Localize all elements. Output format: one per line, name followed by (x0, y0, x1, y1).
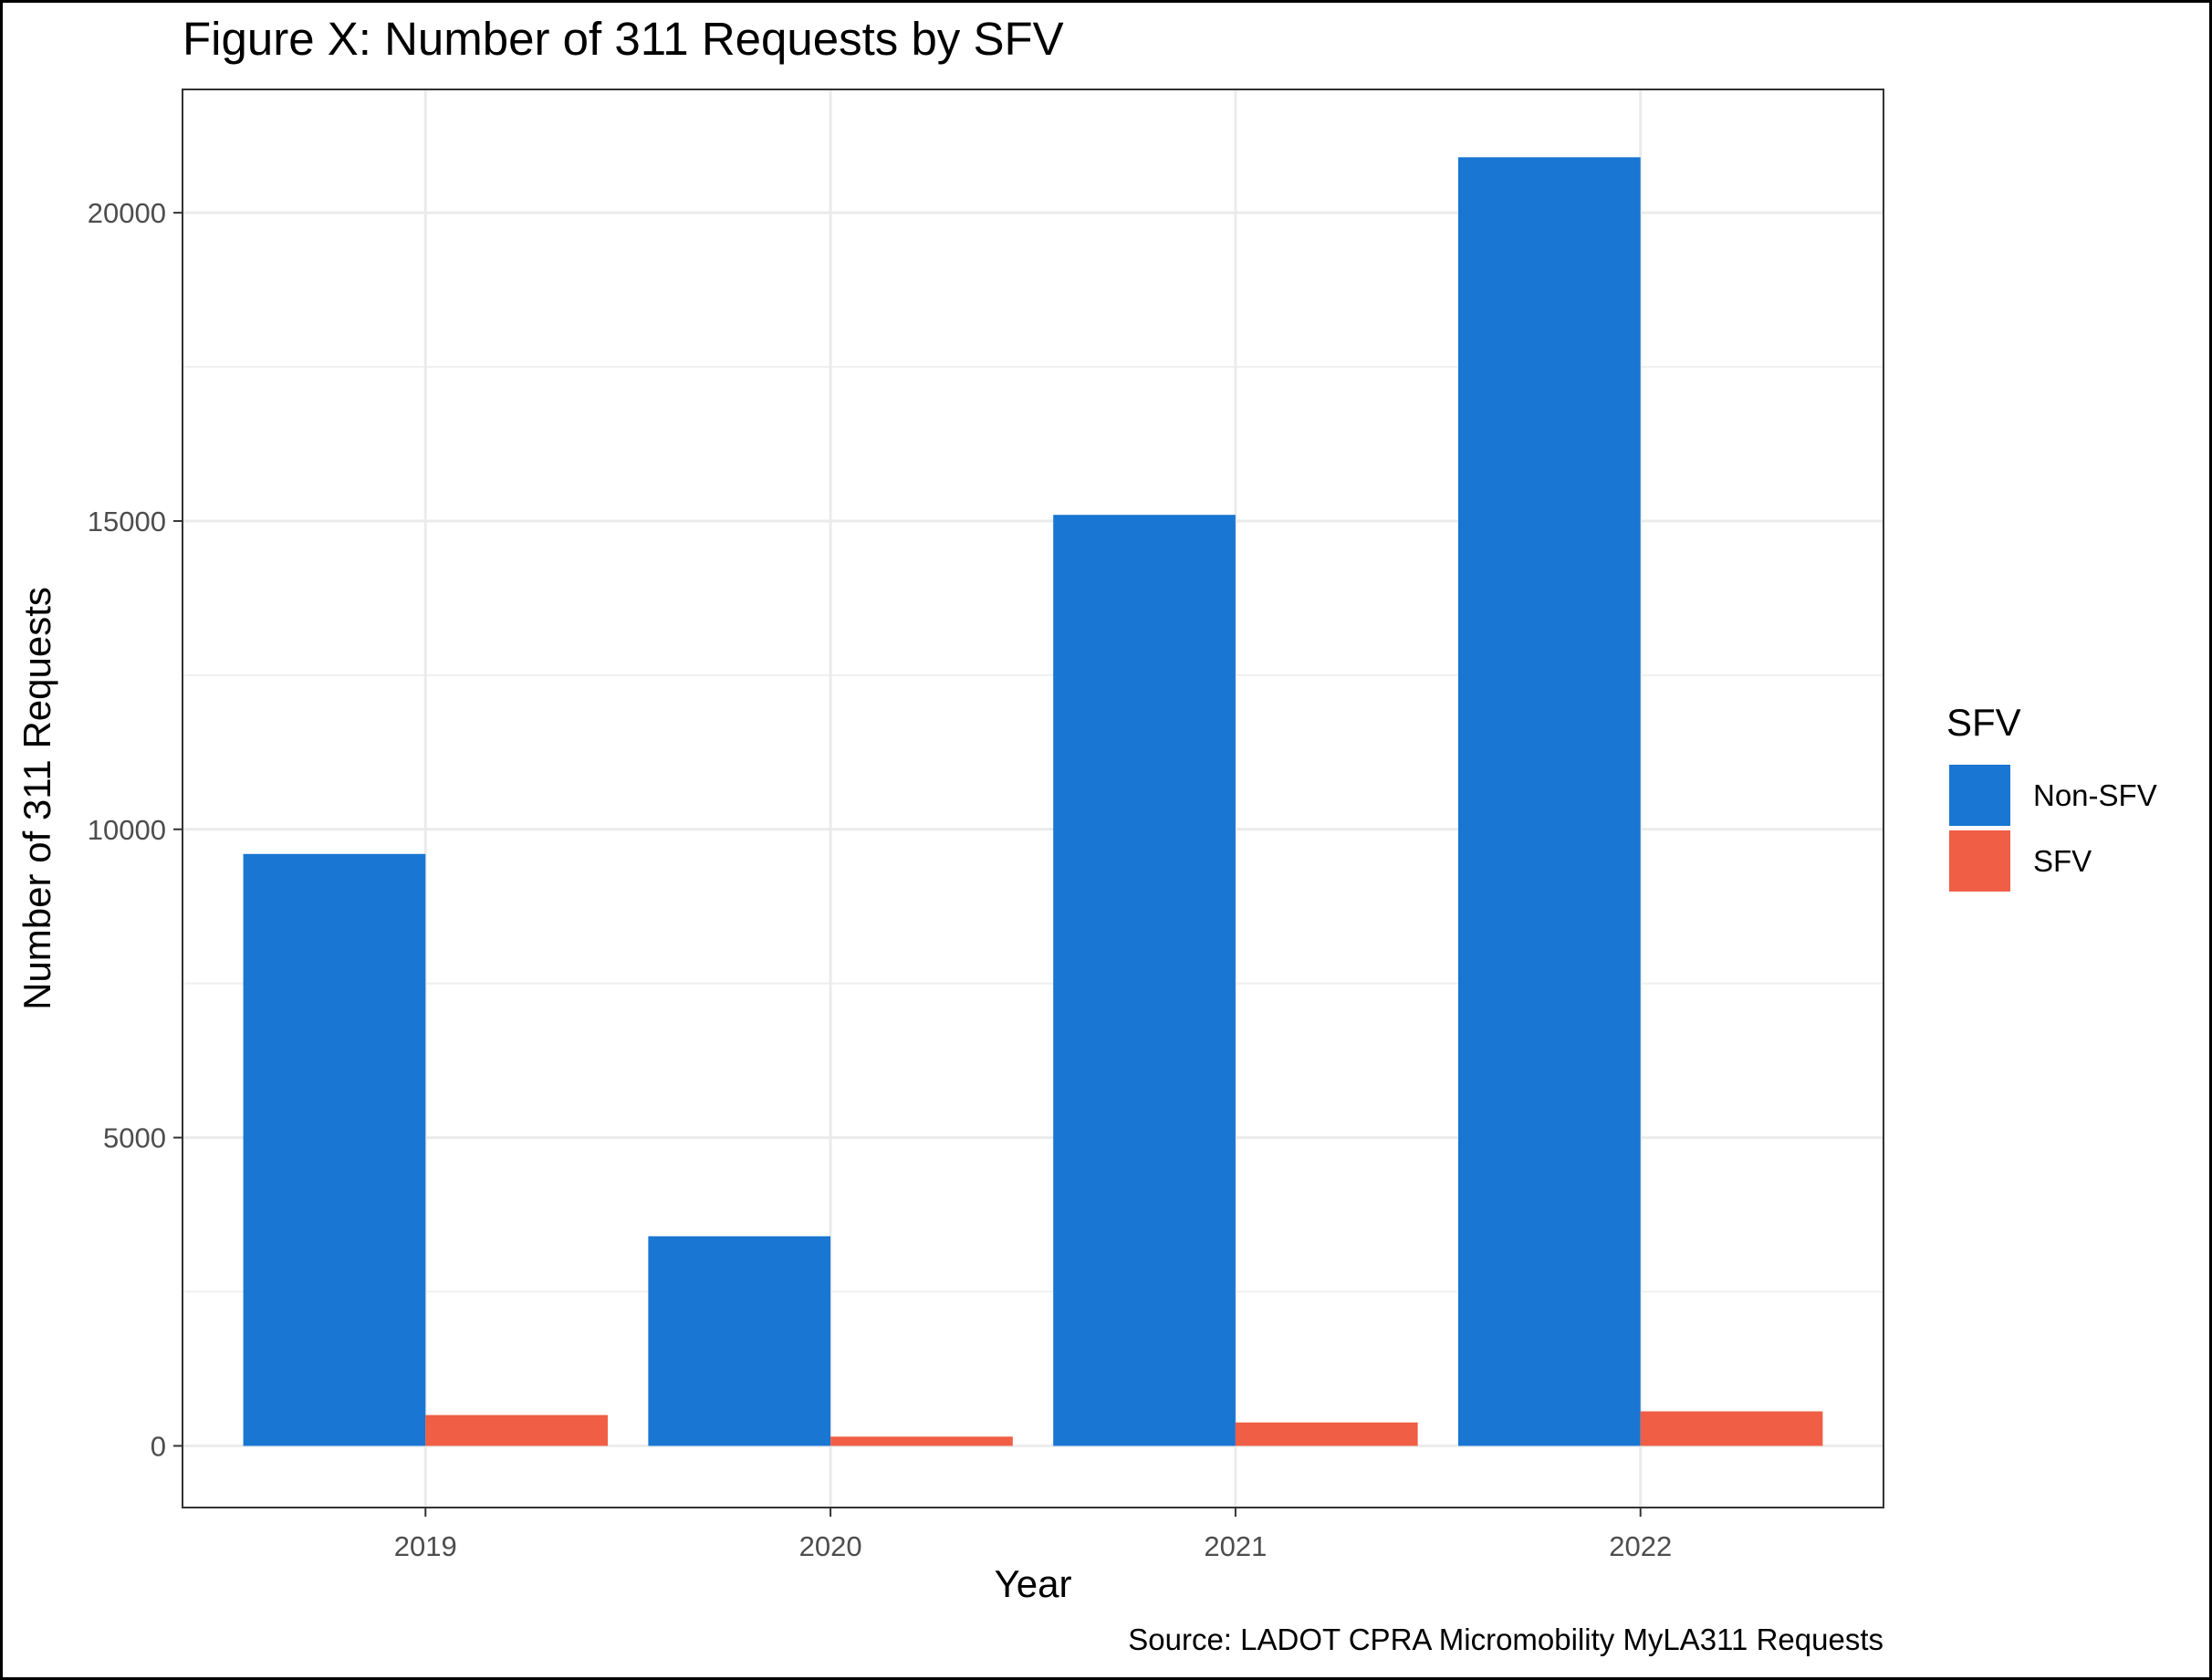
bar-non-sfv-2020 (648, 1236, 831, 1446)
bar-sfv-2019 (425, 1414, 608, 1446)
y-tick-label: 10000 (88, 814, 166, 846)
y-axis: 0 5000 10000 15000 20000 (88, 197, 183, 1462)
legend-key-non-sfv (1949, 765, 2010, 826)
x-axis: 2019 2020 2021 2022 (394, 1508, 1672, 1562)
legend: SFV Non-SFV SFV (1946, 701, 2157, 892)
bar-sfv-2022 (1640, 1411, 1823, 1446)
legend-label: SFV (2033, 844, 2092, 878)
bar-sfv-2021 (1235, 1422, 1418, 1446)
x-tick-label: 2019 (394, 1530, 457, 1562)
y-tick-label: 15000 (88, 506, 166, 537)
y-tick-label: 0 (151, 1430, 166, 1462)
bars (243, 157, 1823, 1446)
bar-sfv-2020 (830, 1436, 1013, 1446)
x-tick-label: 2021 (1204, 1530, 1267, 1562)
bar-non-sfv-2019 (243, 853, 426, 1446)
legend-title: SFV (1946, 701, 2021, 744)
plot-panel-border (182, 89, 1884, 1508)
y-tick-label: 5000 (103, 1122, 166, 1154)
x-axis-label: Year (995, 1562, 1072, 1605)
y-tick-label: 20000 (88, 197, 166, 229)
chart-caption: Source: LADOT CPRA Micromobility MyLA311… (1128, 1623, 1883, 1656)
legend-label: Non-SFV (2033, 778, 2157, 812)
y-axis-label: Number of 311 Requests (16, 587, 58, 1010)
x-tick-label: 2022 (1609, 1530, 1672, 1562)
chart-title: Figure X: Number of 311 Requests by SFV (183, 13, 1064, 65)
bar-non-sfv-2021 (1053, 515, 1236, 1446)
x-tick-label: 2020 (799, 1530, 862, 1562)
bar-non-sfv-2022 (1458, 157, 1641, 1446)
legend-key-sfv (1949, 830, 2010, 892)
